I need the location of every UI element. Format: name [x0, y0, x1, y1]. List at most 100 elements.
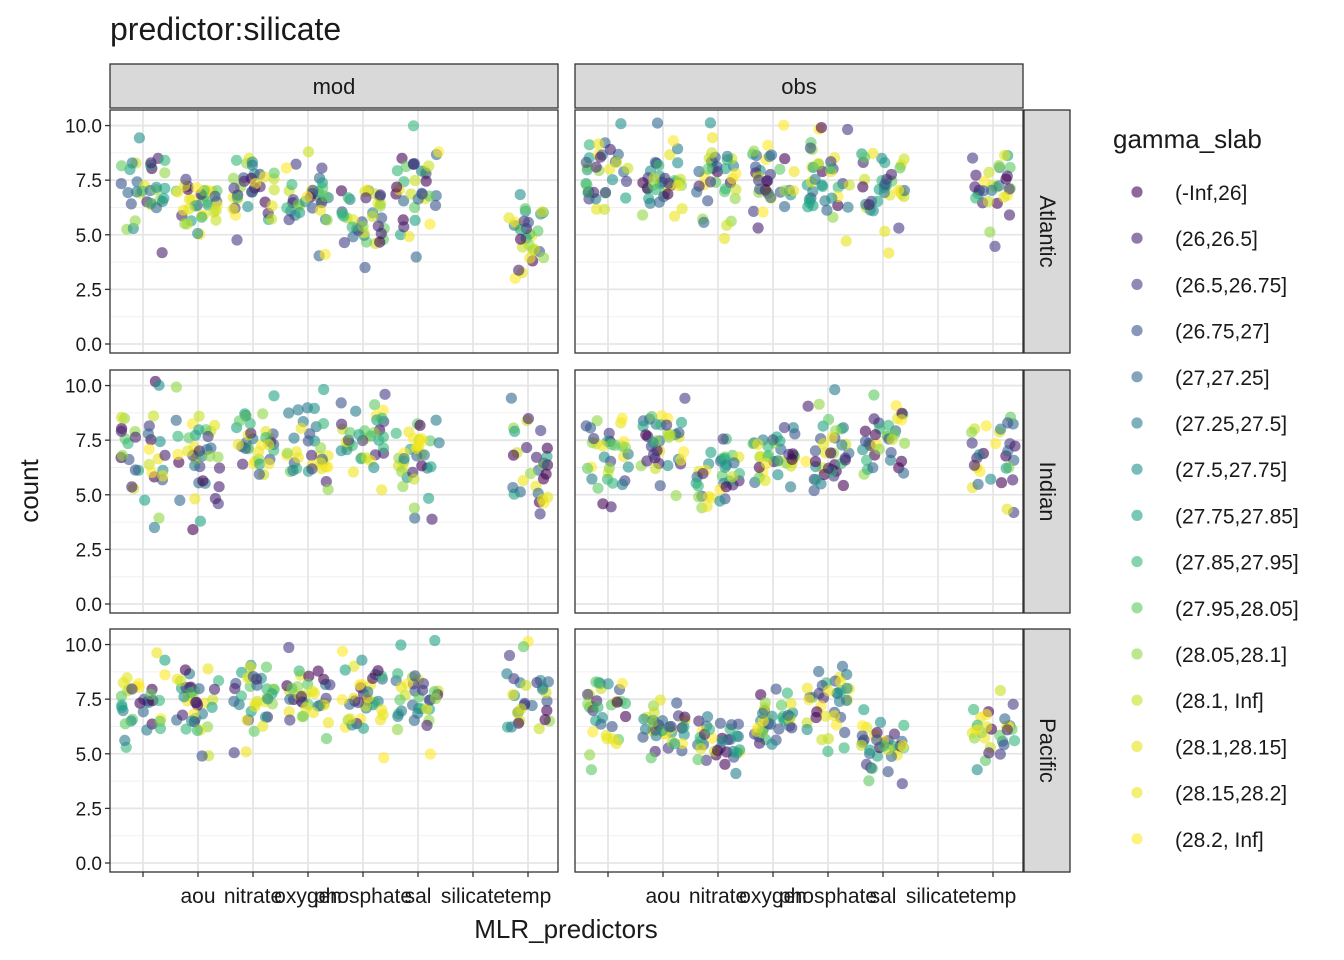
legend-key — [1131, 602, 1143, 614]
data-point — [980, 420, 992, 432]
data-point — [754, 183, 766, 195]
data-point — [671, 697, 683, 709]
data-point — [645, 752, 657, 764]
data-point — [116, 411, 128, 423]
data-point — [601, 473, 614, 485]
data-point — [969, 181, 981, 193]
data-point — [639, 723, 652, 735]
data-point — [423, 160, 435, 172]
data-point — [302, 146, 315, 158]
data-point — [242, 201, 254, 213]
x-tick-label: temp — [970, 885, 1017, 908]
data-point — [374, 200, 386, 212]
data-point — [268, 167, 280, 179]
data-point — [182, 445, 194, 457]
data-point — [209, 493, 221, 505]
data-point — [765, 149, 778, 161]
panel-background — [110, 370, 558, 613]
data-point — [306, 685, 318, 697]
data-point — [514, 189, 526, 201]
data-point — [541, 704, 553, 717]
legend-label: (-Inf,26] — [1175, 182, 1247, 205]
facet-strip-atlantic — [1023, 109, 1071, 354]
data-point — [979, 732, 991, 744]
data-point — [650, 730, 662, 742]
data-point — [318, 383, 330, 396]
panel-mod-indian: 0.0 2.5 5.0 7.5 10.0 — [65, 369, 559, 616]
data-point — [348, 660, 360, 672]
data-point — [637, 420, 649, 432]
data-point — [863, 199, 875, 211]
data-point — [830, 719, 843, 731]
legend-key — [1131, 694, 1143, 706]
data-point — [258, 171, 270, 183]
data-point — [653, 159, 665, 171]
data-point — [357, 722, 369, 734]
y-tick-label: 0.0 — [76, 335, 102, 356]
data-point — [147, 410, 160, 422]
data-point — [704, 117, 717, 129]
data-point — [294, 207, 306, 219]
data-point — [369, 399, 381, 411]
data-point — [843, 179, 856, 191]
data-point — [336, 645, 349, 657]
data-point — [730, 184, 742, 196]
data-point — [869, 429, 882, 441]
data-point — [397, 481, 409, 493]
data-point — [262, 693, 274, 705]
data-point — [505, 392, 517, 404]
data-point — [597, 440, 609, 452]
data-point — [603, 462, 616, 474]
data-point — [786, 453, 798, 465]
data-point — [513, 264, 525, 276]
data-point — [855, 739, 868, 751]
data-point — [137, 706, 149, 718]
data-point — [873, 443, 885, 455]
data-point — [151, 647, 163, 659]
data-point — [265, 213, 278, 225]
data-point — [779, 201, 791, 213]
facet-strip-label-atlantic: Atlantic — [1035, 195, 1060, 267]
data-point — [676, 738, 689, 750]
data-point — [866, 762, 878, 775]
facet-strip-label-obs: obs — [781, 74, 816, 99]
data-point — [423, 492, 435, 504]
data-point — [539, 714, 551, 726]
legend-key — [1131, 463, 1143, 475]
data-point — [312, 665, 324, 677]
data-point — [675, 416, 688, 429]
data-point — [159, 182, 171, 194]
data-point — [778, 119, 790, 131]
data-point — [283, 706, 295, 718]
legend-label: (27.95,28.05] — [1175, 598, 1299, 621]
data-point — [859, 435, 872, 447]
data-point — [823, 413, 835, 426]
data-point — [230, 154, 243, 166]
data-point — [430, 693, 442, 705]
data-point — [644, 197, 656, 209]
x-axis-label: MLR_predictors — [474, 914, 658, 944]
y-axis-label: count — [14, 458, 44, 522]
data-point — [420, 175, 432, 187]
data-point — [619, 442, 632, 454]
data-point — [284, 693, 296, 705]
data-point — [716, 735, 728, 747]
data-point — [342, 192, 354, 204]
data-point — [292, 404, 304, 416]
data-point — [409, 512, 421, 524]
data-point — [522, 413, 535, 425]
data-point — [895, 455, 908, 467]
data-point — [540, 468, 552, 480]
data-point — [154, 715, 166, 727]
data-point — [664, 149, 676, 161]
data-point — [842, 123, 854, 136]
data-point — [973, 449, 986, 461]
data-point — [533, 723, 545, 735]
data-point — [692, 754, 704, 766]
data-point — [212, 451, 224, 463]
data-point — [999, 713, 1011, 725]
data-point — [717, 433, 729, 445]
data-point — [306, 449, 318, 461]
facet-strip-indian — [1023, 369, 1071, 614]
data-point — [1007, 698, 1019, 710]
